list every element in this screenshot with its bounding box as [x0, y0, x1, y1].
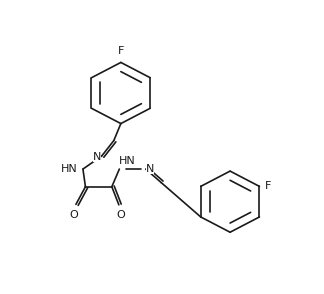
Text: O: O [69, 210, 78, 220]
Text: F: F [265, 181, 271, 191]
Text: N: N [93, 152, 101, 162]
Text: F: F [118, 46, 124, 56]
Text: N: N [146, 164, 154, 174]
Text: HN: HN [61, 164, 77, 174]
Text: O: O [116, 211, 125, 220]
Text: HN: HN [119, 156, 135, 166]
